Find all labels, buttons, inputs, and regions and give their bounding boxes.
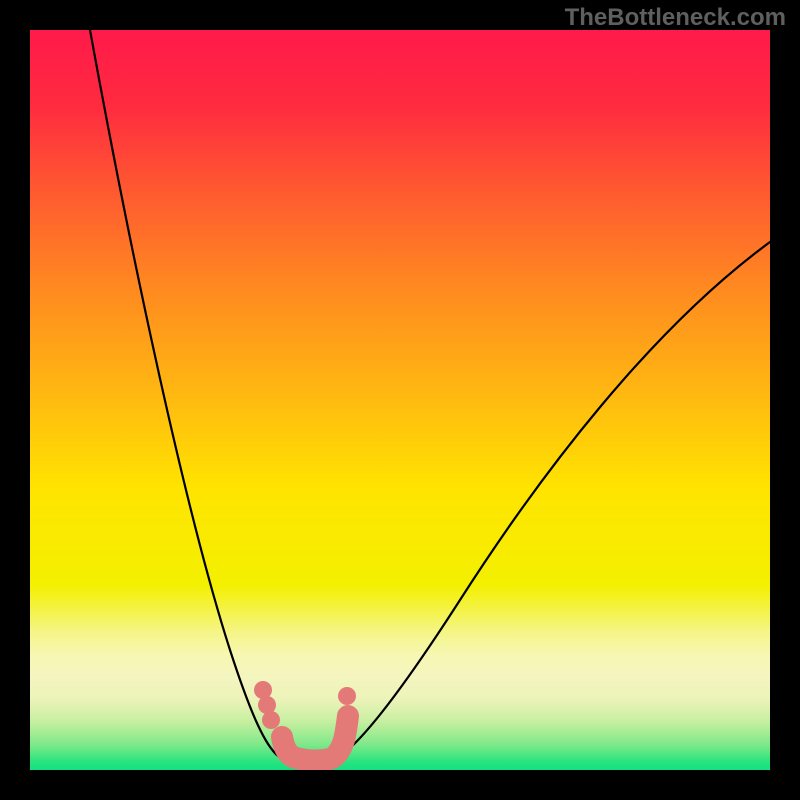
- left-cluster-dot-2: [262, 711, 280, 729]
- plot-area: [30, 30, 770, 770]
- watermark: TheBottleneck.com: [565, 4, 786, 32]
- gradient-background: [30, 30, 770, 770]
- right-tail-dot: [338, 687, 356, 705]
